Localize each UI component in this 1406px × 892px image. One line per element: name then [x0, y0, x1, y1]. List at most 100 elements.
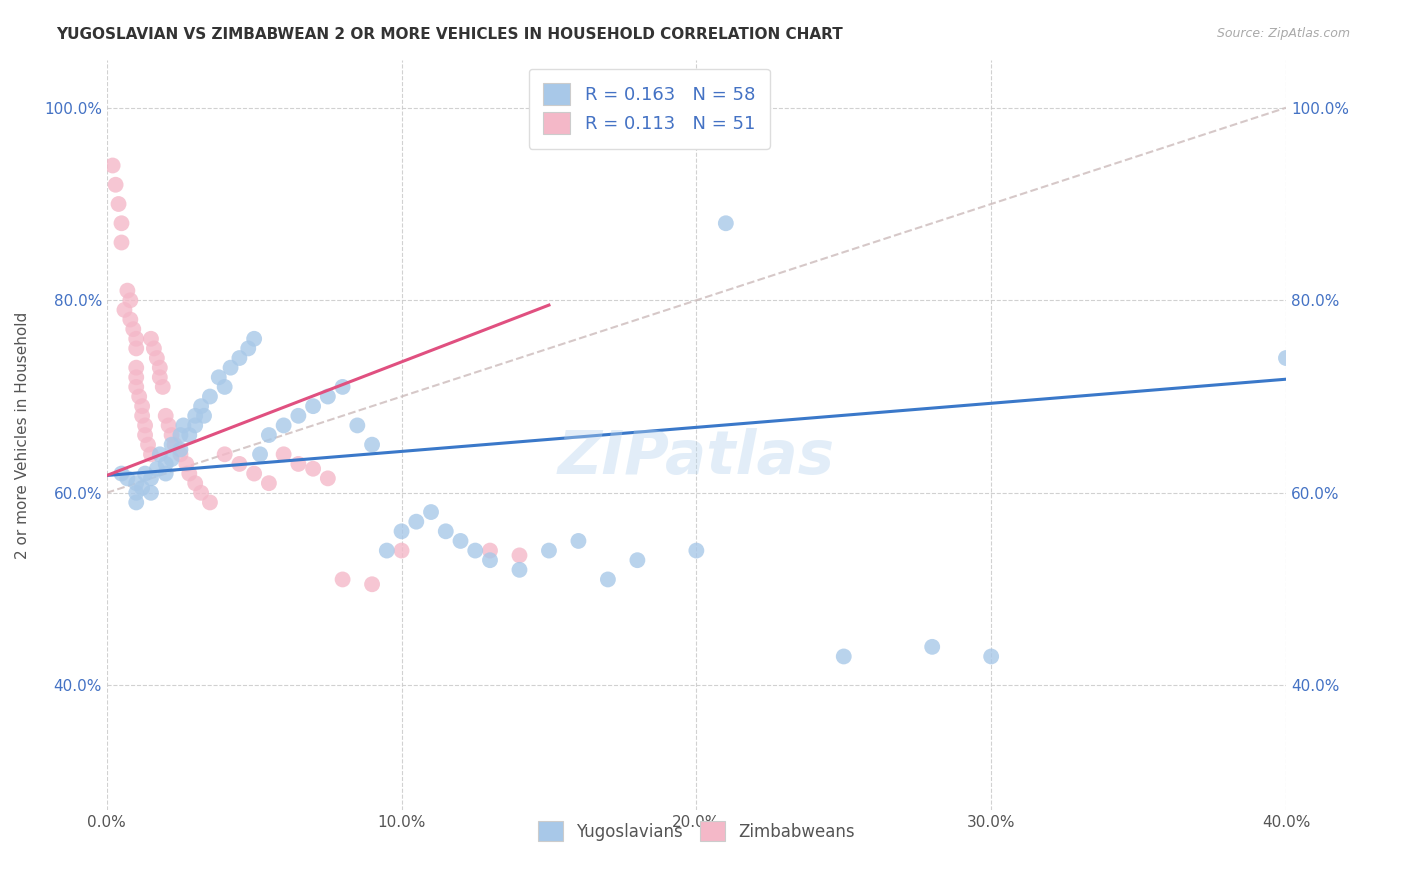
Point [287, 409, 309, 423]
Point [346, 418, 368, 433]
Point [184, 476, 207, 491]
Text: Source: ZipAtlas.com: Source: ZipAtlas.com [1216, 27, 1350, 40]
Point [110, 235, 132, 250]
Point [134, 467, 156, 481]
Text: ZIPatlas: ZIPatlas [558, 428, 835, 487]
Point [131, 481, 153, 495]
Point [120, 312, 142, 326]
Point [163, 438, 186, 452]
Point [117, 471, 139, 485]
Point [149, 447, 172, 461]
Point [107, 197, 129, 211]
Point [214, 447, 236, 461]
Point [450, 533, 472, 548]
Point [120, 293, 142, 308]
Point [125, 495, 148, 509]
Point [125, 380, 148, 394]
Point [169, 447, 191, 461]
Point [208, 370, 231, 384]
Point [160, 438, 183, 452]
Point [391, 543, 413, 558]
Point [567, 533, 589, 548]
Point [257, 476, 280, 491]
Point [243, 467, 266, 481]
Point [114, 302, 136, 317]
Point [198, 495, 221, 509]
Point [139, 447, 162, 461]
Point [160, 452, 183, 467]
Point [361, 577, 384, 591]
Point [131, 399, 153, 413]
Point [155, 467, 177, 481]
Point [146, 461, 169, 475]
Point [921, 640, 943, 654]
Point [596, 573, 619, 587]
Point [508, 549, 530, 563]
Point [316, 390, 339, 404]
Point [110, 216, 132, 230]
Point [125, 370, 148, 384]
Point [537, 543, 560, 558]
Point [391, 524, 413, 539]
Point [125, 360, 148, 375]
Point [139, 485, 162, 500]
Point [139, 471, 162, 485]
Point [273, 418, 295, 433]
Point [302, 461, 325, 475]
Point [142, 342, 165, 356]
Point [249, 447, 271, 461]
Legend: Yugoslavians, Zimbabweans: Yugoslavians, Zimbabweans [524, 808, 868, 855]
Point [125, 342, 148, 356]
Point [420, 505, 443, 519]
Point [190, 399, 212, 413]
Point [128, 390, 150, 404]
Point [146, 351, 169, 365]
Point [122, 322, 145, 336]
Point [980, 649, 1002, 664]
Point [228, 457, 250, 471]
Point [149, 360, 172, 375]
Point [198, 390, 221, 404]
Point [361, 438, 384, 452]
Point [464, 543, 486, 558]
Point [214, 380, 236, 394]
Point [139, 332, 162, 346]
Point [243, 332, 266, 346]
Point [125, 476, 148, 491]
Point [228, 351, 250, 365]
Point [1275, 351, 1298, 365]
Point [405, 515, 427, 529]
Point [169, 428, 191, 442]
Point [149, 370, 172, 384]
Point [479, 543, 502, 558]
Point [238, 342, 260, 356]
Point [104, 178, 127, 192]
Point [169, 442, 191, 457]
Point [101, 159, 124, 173]
Point [136, 438, 159, 452]
Point [110, 467, 132, 481]
Point [157, 418, 180, 433]
Point [155, 409, 177, 423]
Point [134, 428, 156, 442]
Point [273, 447, 295, 461]
Point [125, 332, 148, 346]
Point [832, 649, 855, 664]
Point [172, 418, 194, 433]
Point [332, 573, 354, 587]
Point [685, 543, 707, 558]
Point [479, 553, 502, 567]
Point [131, 409, 153, 423]
Point [179, 428, 201, 442]
Point [134, 418, 156, 433]
Point [332, 380, 354, 394]
Point [179, 467, 201, 481]
Point [176, 457, 198, 471]
Point [155, 457, 177, 471]
Point [152, 380, 174, 394]
Point [184, 409, 207, 423]
Point [219, 360, 242, 375]
Point [193, 409, 215, 423]
Point [184, 418, 207, 433]
Point [125, 485, 148, 500]
